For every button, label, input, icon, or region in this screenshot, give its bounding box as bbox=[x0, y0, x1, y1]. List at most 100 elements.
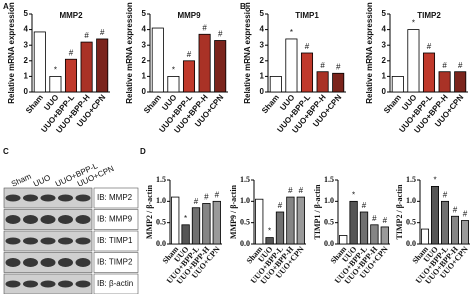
lane-label: Sham bbox=[10, 172, 33, 189]
bar bbox=[151, 27, 164, 93]
bar bbox=[450, 215, 459, 245]
blot-band bbox=[23, 237, 38, 245]
significance-mark: # bbox=[458, 61, 463, 70]
significance-mark: # bbox=[288, 186, 293, 195]
y-tick-label: 0.0 bbox=[156, 239, 166, 248]
y-tick-label: 4 bbox=[24, 25, 29, 34]
bar bbox=[171, 196, 180, 245]
y-tick-label: 1.0 bbox=[324, 196, 334, 205]
bar bbox=[391, 76, 404, 93]
y-tick-label: 0.5 bbox=[156, 217, 166, 226]
y-tick-label: 4 bbox=[260, 25, 265, 34]
bar bbox=[214, 40, 227, 93]
significance-mark: # bbox=[442, 61, 447, 70]
bar bbox=[64, 58, 78, 93]
blot-band bbox=[23, 194, 38, 202]
significance-mark: # bbox=[202, 23, 207, 32]
significance-mark: * bbox=[54, 66, 57, 75]
bar bbox=[438, 71, 451, 93]
significance-mark: # bbox=[383, 216, 388, 225]
significance-mark: # bbox=[372, 214, 377, 223]
y-tick-label: 3 bbox=[142, 40, 147, 49]
lane-label: UUO bbox=[32, 173, 52, 189]
bar bbox=[454, 71, 467, 93]
bar bbox=[460, 220, 469, 245]
y-axis-label: Relative mRNA expression bbox=[365, 2, 374, 104]
band-label-box bbox=[93, 273, 139, 294]
significance-mark: # bbox=[278, 201, 283, 210]
y-axis-label: MMP9 / β-actin bbox=[229, 184, 238, 239]
y-tick-label: 0.0 bbox=[240, 239, 250, 248]
y-axis-label: TIMP2 / β-actin bbox=[395, 184, 404, 239]
blot-band bbox=[75, 280, 91, 288]
y-tick-label: 0.5 bbox=[240, 217, 250, 226]
bar bbox=[316, 71, 329, 93]
bar bbox=[181, 224, 190, 245]
significance-mark: # bbox=[427, 42, 432, 51]
band-label-box bbox=[93, 209, 139, 230]
y-tick-label: 0.5 bbox=[324, 217, 334, 226]
significance-mark: # bbox=[69, 48, 74, 57]
y-tick-label: 1 bbox=[382, 72, 387, 81]
bar bbox=[182, 60, 196, 93]
chart-title: TIMP1 bbox=[295, 11, 319, 20]
bar bbox=[80, 41, 93, 93]
blot-band bbox=[58, 237, 73, 245]
bar bbox=[430, 185, 439, 245]
blot-band bbox=[5, 258, 21, 267]
y-tick-label: 5 bbox=[142, 9, 147, 18]
significance-mark: * bbox=[172, 66, 175, 75]
blot-band bbox=[23, 258, 38, 267]
bar bbox=[275, 211, 285, 245]
panel-label: B bbox=[240, 2, 246, 11]
blot-band bbox=[40, 258, 56, 267]
blot-band bbox=[40, 280, 56, 288]
bar bbox=[380, 226, 389, 245]
blot-band bbox=[40, 237, 56, 245]
band-label: IB: TIMP2 bbox=[97, 258, 133, 267]
significance-mark: # bbox=[204, 193, 209, 202]
bar bbox=[269, 76, 282, 93]
blot-band bbox=[23, 215, 38, 224]
y-tick-label: 2 bbox=[260, 56, 265, 65]
y-tick-label: 4 bbox=[142, 25, 147, 34]
significance-mark: # bbox=[362, 201, 367, 210]
panel-label: A bbox=[3, 2, 9, 11]
significance-mark: # bbox=[218, 30, 223, 39]
bar bbox=[420, 228, 429, 245]
y-tick-label: 0 bbox=[142, 87, 147, 96]
blot-band bbox=[23, 280, 38, 288]
x-tick-label: Sham bbox=[24, 93, 45, 115]
x-tick-label: Sham bbox=[382, 93, 403, 115]
bar bbox=[440, 200, 449, 245]
significance-mark: * bbox=[184, 214, 187, 223]
significance-mark: # bbox=[187, 50, 192, 59]
y-tick-label: 0 bbox=[24, 87, 29, 96]
blot-band bbox=[5, 215, 21, 224]
bar bbox=[407, 29, 420, 93]
significance-mark: # bbox=[100, 28, 105, 37]
blot-band bbox=[5, 280, 21, 288]
band-label-box bbox=[93, 252, 139, 273]
y-tick-label: 4 bbox=[382, 25, 387, 34]
bar bbox=[49, 76, 62, 93]
band-label: IB: TIMP1 bbox=[97, 236, 133, 245]
significance-mark: # bbox=[320, 61, 325, 70]
band-label-box bbox=[93, 230, 139, 252]
y-tick-label: 0 bbox=[260, 87, 265, 96]
y-tick-label: 5 bbox=[382, 9, 387, 18]
panel-label: C bbox=[3, 147, 9, 156]
bar bbox=[285, 38, 298, 93]
bar bbox=[370, 224, 379, 245]
significance-mark: # bbox=[215, 190, 220, 199]
blot-band bbox=[5, 194, 21, 202]
bar bbox=[339, 235, 348, 245]
significance-mark: * bbox=[352, 190, 355, 199]
chart-title: TIMP2 bbox=[417, 11, 441, 20]
bar bbox=[202, 203, 211, 245]
significance-mark: # bbox=[336, 62, 341, 71]
bar bbox=[255, 198, 264, 245]
y-axis-label: Relative mRNA expression bbox=[243, 2, 252, 104]
blot-band bbox=[75, 258, 91, 267]
y-tick-label: 3 bbox=[260, 40, 265, 49]
